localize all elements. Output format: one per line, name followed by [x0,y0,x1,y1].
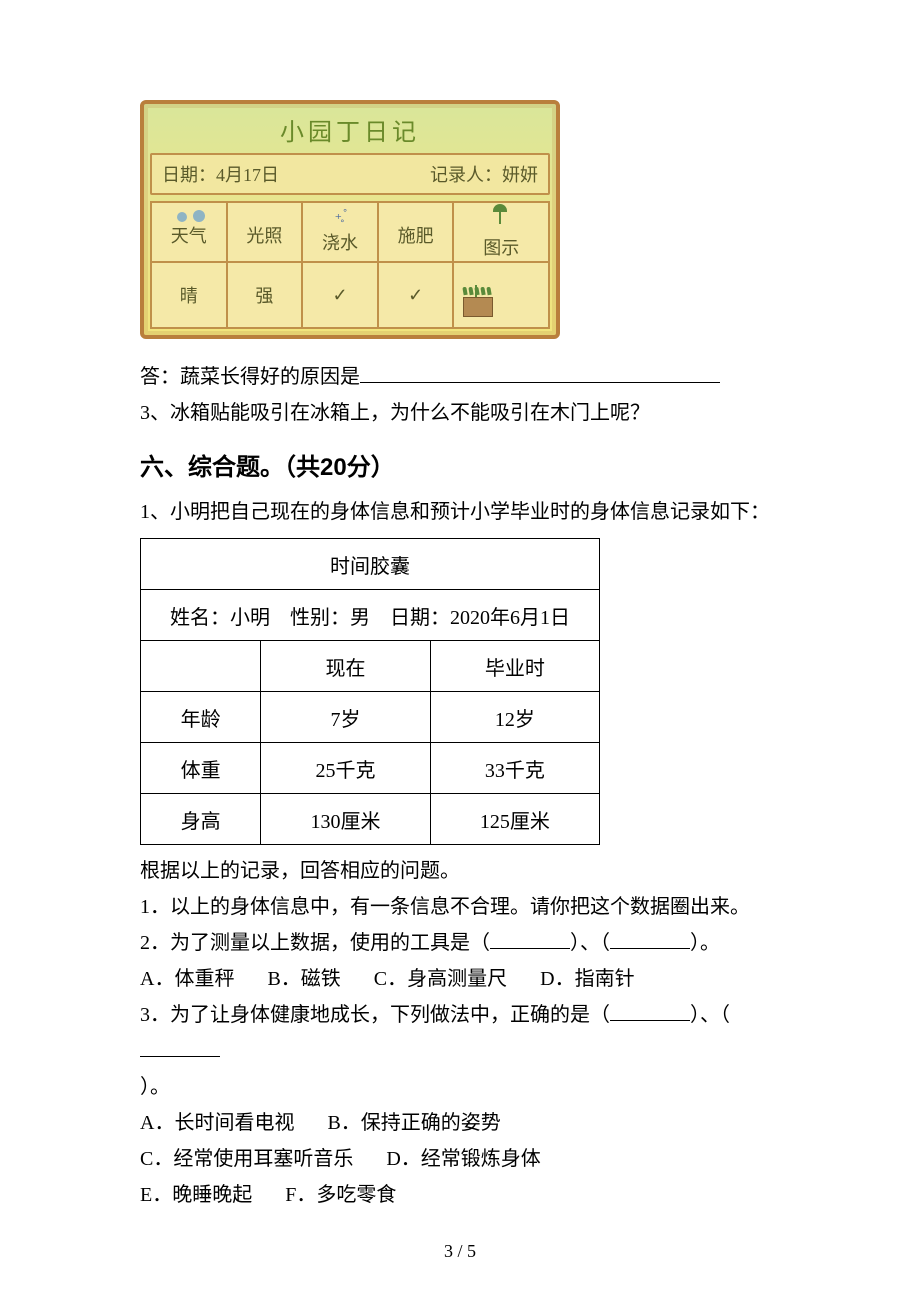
table-row: 身高 130厘米 125厘米 [141,794,600,845]
water-drops-icon: ₊˳˚ [335,209,346,225]
section-6-heading: 六、综合题。（共20分） [140,447,790,482]
plant-illustration-icon [455,273,499,317]
time-capsule-table: 时间胶囊 姓名：小明 性别：男 日期：2020年6月1日 现在 毕业时 年龄 7… [140,538,600,845]
sub2-blank-2[interactable] [610,930,690,949]
sub2-opt-b: B．磁铁 [267,968,340,990]
capsule-title-row: 时间胶囊 [141,539,600,590]
capsule-r1c2: 33千克 [430,743,599,794]
sub3-blank-1[interactable] [610,1002,690,1021]
sub3-options-line2: C．经常使用耳塞听音乐 D．经常锻炼身体 [140,1141,790,1177]
table-row: 体重 25千克 33千克 [141,743,600,794]
answer-paragraph: 答：蔬菜长得好的原因是 [140,359,790,395]
answer-blank-line[interactable] [360,364,720,383]
q1-intro: 1、小明把自己现在的身体信息和预计小学毕业时的身体信息记录如下： [140,494,790,530]
diary-val-4 [453,262,549,328]
diary-recorder: 记录人：妍妍 [430,161,538,187]
question-3: 3、冰箱贴能吸引在冰箱上，为什么不能吸引在木门上呢？ [140,395,790,431]
sub2-mid: ）、（ [570,932,610,954]
sub3-opt-c: C．经常使用耳塞听音乐 [140,1148,353,1170]
diary-recorder-value: 妍妍 [502,165,538,185]
sub3-opt-b: B．保持正确的姿势 [327,1112,500,1134]
diary-date-value: 4月17日 [216,165,279,185]
diary-val-3: ✓ [378,262,454,328]
capsule-col-1: 现在 [261,641,430,692]
capsule-r2c0: 身高 [141,794,261,845]
sub3-options-line1: A．长时间看电视 B．保持正确的姿势 [140,1105,790,1141]
capsule-col-0 [141,641,261,692]
sub3-options-line3: E．晚睡晚起 F．多吃零食 [140,1177,790,1213]
diary-val-0: 晴 [151,262,227,328]
sub3-post: ）。 [140,1076,170,1098]
diary-col-weather: 天气 [151,202,227,262]
sub3-post-line: ）。 [140,1069,790,1105]
diary-header: 日期：4月17日 记录人：妍妍 [150,153,550,195]
sub-question-1: 1．以上的身体信息中，有一条信息不合理。请你把这个数据圈出来。 [140,889,790,925]
diary-title: 小园丁日记 [150,110,550,153]
sub3-blank-2[interactable] [140,1038,220,1057]
diary-col-water: ₊˳˚ 浇水 [302,202,378,262]
sub3-opt-e: E．晚睡晚起 [140,1184,252,1206]
diary-col-4: 图示 [483,234,519,260]
diary-col-2: 浇水 [322,229,358,255]
sub2-opt-a: A．体重秤 [140,968,234,990]
after-table: 根据以上的记录，回答相应的问题。 [140,853,790,889]
capsule-r2c1: 130厘米 [261,794,430,845]
sprout-icon [488,204,514,230]
capsule-info: 姓名：小明 性别：男 日期：2020年6月1日 [141,590,600,641]
diary-col-1: 光照 [246,222,282,248]
diary-card: 小园丁日记 日期：4月17日 记录人：妍妍 天气 [140,100,560,339]
diary-table-values: 晴 强 ✓ ✓ [151,262,549,328]
capsule-col-2: 毕业时 [430,641,599,692]
diary-col-3: 施肥 [398,222,434,248]
answer-prefix: 答：蔬菜长得好的原因是 [140,366,360,388]
sub3-opt-f: F．多吃零食 [285,1184,396,1206]
sub2-opt-c: C．身高测量尺 [374,968,507,990]
diary-col-0: 天气 [171,222,207,248]
diary-recorder-label: 记录人： [430,165,502,185]
diary-val-1: 强 [227,262,303,328]
sub3-mid: ）、（ [690,1004,730,1026]
sub2-opt-d: D．指南针 [540,968,634,990]
capsule-r1c1: 25千克 [261,743,430,794]
capsule-r2c2: 125厘米 [430,794,599,845]
sub-question-2: 2．为了测量以上数据，使用的工具是（ ）、（ ）。 [140,925,790,961]
page: 小园丁日记 日期：4月17日 记录人：妍妍 天气 [0,0,920,1302]
sub3-opt-d: D．经常锻炼身体 [386,1148,540,1170]
capsule-r1c0: 体重 [141,743,261,794]
capsule-r0c2: 12岁 [430,692,599,743]
diary-val-2: ✓ [302,262,378,328]
diary-col-light: 光照 [227,202,303,262]
diary-date-label: 日期： [162,165,216,185]
diary-table: 天气 光照 ₊˳˚ 浇水 [150,201,550,329]
capsule-r0c1: 7岁 [261,692,430,743]
sub-question-3: 3．为了让身体健康地成长，下列做法中，正确的是（ ）、（ [140,997,790,1069]
capsule-r0c0: 年龄 [141,692,261,743]
sub2-post: ）。 [690,932,720,954]
sub2-blank-1[interactable] [490,930,570,949]
sub3-opt-a: A．长时间看电视 [140,1112,294,1134]
diary-col-illustration: 图示 [453,202,549,262]
diary-card-inner: 小园丁日记 日期：4月17日 记录人：妍妍 天气 [140,100,560,339]
sub3-pre: 3．为了让身体健康地成长，下列做法中，正确的是（ [140,1004,610,1026]
diary-table-header: 天气 光照 ₊˳˚ 浇水 [151,202,549,262]
capsule-header-row: 现在 毕业时 [141,641,600,692]
capsule-title: 时间胶囊 [141,539,600,590]
sub2-pre: 2．为了测量以上数据，使用的工具是（ [140,932,490,954]
diary-date: 日期：4月17日 [162,161,279,187]
capsule-info-row: 姓名：小明 性别：男 日期：2020年6月1日 [141,590,600,641]
table-row: 年龄 7岁 12岁 [141,692,600,743]
diary-col-fertilize: 施肥 [378,202,454,262]
sub2-options: A．体重秤 B．磁铁 C．身高测量尺 D．指南针 [140,961,790,997]
page-footer: 3 / 5 [0,1241,920,1262]
